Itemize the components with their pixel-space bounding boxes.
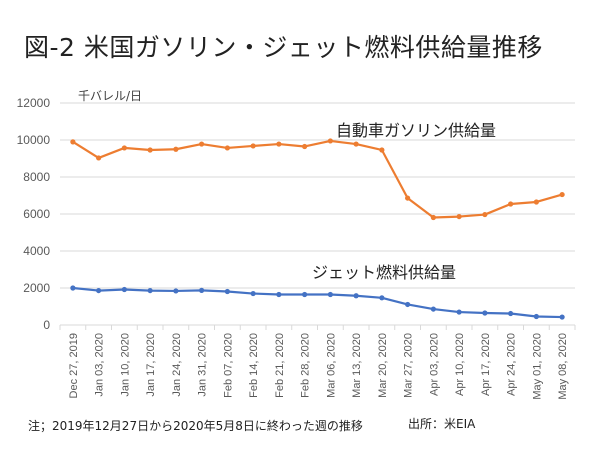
x-tick-label: Apr 10, 2020 — [454, 333, 466, 396]
y-tick-label: 2000 — [23, 281, 50, 295]
y-tick-label: 8000 — [23, 170, 50, 184]
jet-fuel-data-point — [405, 301, 411, 308]
gasoline-series-line — [72, 139, 563, 219]
jet-fuel-data-point — [224, 288, 230, 295]
x-tick-label: Jan 10, 2020 — [119, 333, 131, 397]
x-tick-label: Apr 17, 2020 — [480, 333, 492, 396]
gasoline-data-point — [353, 141, 359, 147]
y-axis-unit-label: 千バレル/日 — [78, 89, 142, 103]
jet-fuel-data-point — [70, 285, 76, 291]
footnote: 注；2019年12月27日から2020年5月8日に終わった週の推移 — [28, 419, 363, 433]
jet-fuel-data-point — [250, 290, 256, 297]
x-tick-label: Jan 03, 2020 — [94, 333, 106, 397]
y-tick-label: 6000 — [23, 207, 50, 221]
jet-fuel-data-point — [533, 313, 539, 320]
x-tick-label: Mar 20, 2020 — [377, 333, 389, 398]
gasoline-data-point — [250, 143, 256, 149]
gasoline-data-point — [302, 143, 308, 150]
x-tick-label: Apr 03, 2020 — [428, 333, 440, 396]
gasoline-data-point — [456, 213, 462, 220]
x-tick-label: Dec 27, 2019 — [68, 333, 80, 398]
gasoline-data-point — [327, 138, 333, 144]
x-axis: Dec 27, 2019 Jan 03, 2020 Jan 10, 2020 Jan … — [59, 324, 576, 400]
gasoline-data-point — [559, 191, 565, 198]
gasoline-data-point — [379, 147, 385, 153]
gasoline-data-point — [121, 145, 127, 151]
x-tick-label: Feb 28, 2020 — [300, 333, 312, 398]
y-tick-label: 12000 — [17, 96, 51, 110]
jet-fuel-data-point — [559, 314, 565, 320]
x-tick-label: Mar 27, 2020 — [403, 333, 415, 398]
x-tick-label: Jan 24, 2020 — [171, 333, 183, 397]
y-tick-label: 10000 — [17, 133, 51, 147]
jet-fuel-data-point — [147, 287, 153, 294]
y-tick-label: 0 — [43, 318, 50, 332]
x-tick-label: Mar 13, 2020 — [351, 333, 363, 398]
x-tick-label: Feb 14, 2020 — [248, 333, 260, 398]
x-tick-label: Mar 06, 2020 — [325, 333, 337, 398]
jet-fuel-series-line — [72, 286, 563, 319]
x-tick-label: Jan 17, 2020 — [145, 333, 157, 397]
jet-fuel-data-point — [430, 306, 436, 312]
jet-fuel-data-point — [173, 288, 179, 294]
jet-fuel-data-point — [276, 291, 282, 298]
gasoline-data-point — [147, 147, 153, 153]
gasoline-data-point — [276, 141, 282, 147]
jet-fuel-data-point — [482, 310, 488, 316]
series-label-gasoline: 自動車ガソリン供給量 — [336, 121, 496, 140]
source-note: 出所：米EIA — [408, 417, 476, 431]
jet-fuel-data-point — [327, 291, 333, 298]
gridlines — [60, 102, 575, 289]
jet-fuel-data-point — [302, 291, 308, 298]
jet-fuel-data-point — [379, 295, 385, 301]
jet-fuel-data-point — [121, 286, 127, 293]
x-tick-label: Feb 21, 2020 — [274, 333, 286, 398]
series-lines — [70, 138, 565, 320]
gasoline-data-point — [173, 146, 179, 152]
jet-fuel-data-point — [456, 309, 462, 315]
y-axis-ticks: 0 2000 4000 6000 8000 10000 12000 — [17, 96, 51, 332]
gasoline-data-point — [224, 145, 230, 151]
series-label-jet-fuel: ジェット燃料供給量 — [312, 263, 456, 282]
jet-fuel-data-point — [199, 287, 205, 294]
gasoline-data-point — [70, 139, 76, 145]
jet-fuel-data-point — [508, 310, 514, 317]
x-tick-label: Jan 31, 2020 — [197, 333, 209, 397]
x-tick-label: May 08, 2020 — [557, 333, 569, 400]
y-tick-label: 4000 — [23, 244, 50, 258]
gasoline-data-point — [430, 214, 436, 221]
gasoline-data-point — [96, 155, 102, 161]
gasoline-data-point — [405, 195, 411, 201]
gasoline-data-point — [533, 199, 539, 205]
x-tick-label: Feb 07, 2020 — [222, 333, 234, 398]
jet-fuel-data-point — [96, 287, 102, 294]
chart-title: 図-2 米国ガソリン・ジェット燃料供給量推移 — [24, 33, 543, 62]
gasoline-data-point — [199, 141, 205, 147]
gasoline-data-point — [508, 201, 514, 207]
x-tick-label: May 01, 2020 — [531, 333, 543, 400]
x-tick-label: Apr 24, 2020 — [506, 333, 518, 396]
jet-fuel-data-point — [353, 293, 359, 299]
gasoline-data-point — [482, 211, 488, 218]
